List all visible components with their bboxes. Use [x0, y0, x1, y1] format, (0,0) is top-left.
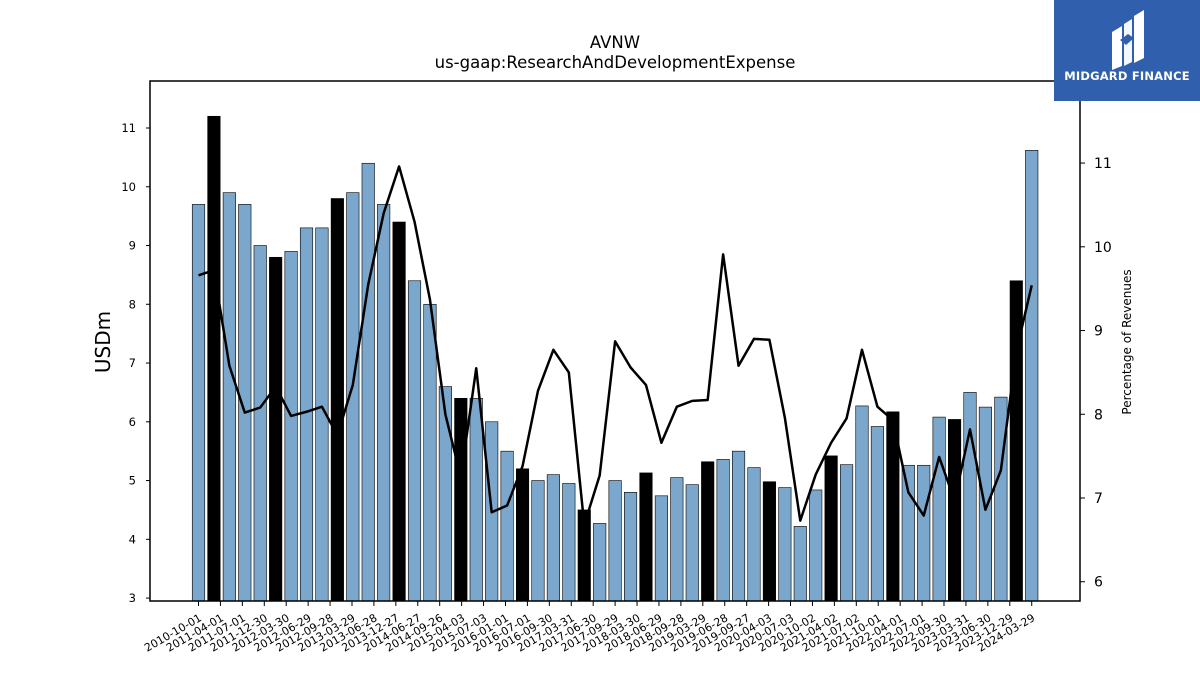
- bar: [546, 474, 560, 602]
- bar: [423, 303, 437, 602]
- bar: [870, 426, 884, 602]
- bar: [623, 491, 638, 602]
- bar: [253, 245, 267, 602]
- line-series: [198, 165, 1033, 527]
- axes: 34567891011678910112010-10-012011-04-012…: [121, 80, 1112, 655]
- y-tick-label: 8: [129, 297, 136, 311]
- bar: [284, 251, 298, 602]
- midgard-logo: MIDGARD FINANCE: [1054, 0, 1200, 101]
- y2-tick-label: 6: [1094, 575, 1103, 591]
- bar: [377, 204, 391, 602]
- bar: [855, 405, 869, 602]
- bar: [840, 464, 854, 602]
- chart-title: AVNW: [590, 33, 640, 52]
- bar-fiscal-year-end: [701, 461, 715, 602]
- bar-fiscal-year-end: [515, 468, 530, 602]
- chart-subtitle: us-gaap:ResearchAndDevelopmentExpense: [435, 53, 796, 72]
- bar: [562, 483, 576, 602]
- bar: [500, 450, 514, 602]
- bar: [932, 416, 946, 602]
- y2-axis-label: Percentage of Revenues: [1120, 269, 1134, 414]
- bar: [593, 523, 607, 602]
- bar: [685, 484, 699, 602]
- bar: [1025, 150, 1039, 602]
- bar-fiscal-year-end: [639, 472, 653, 602]
- y-axis-label: USDm: [91, 311, 115, 373]
- bar-fiscal-year-end: [392, 221, 406, 602]
- y-tick-label: 7: [129, 356, 136, 370]
- bar-fiscal-year-end: [762, 481, 776, 602]
- bar-fiscal-year-end: [454, 397, 468, 602]
- bar: [793, 526, 807, 602]
- y2-tick-label: 8: [1094, 407, 1103, 423]
- bar: [191, 204, 206, 602]
- bar: [670, 477, 684, 602]
- y2-tick-label: 11: [1094, 156, 1112, 172]
- bar: [608, 480, 622, 602]
- bar-fiscal-year-end: [824, 455, 838, 602]
- bar-fiscal-year-end: [207, 115, 221, 602]
- bar: [531, 480, 545, 602]
- bar: [299, 227, 314, 602]
- bar: [747, 467, 761, 602]
- bar: [963, 392, 977, 602]
- midgard-logo-icon: [1112, 10, 1144, 70]
- y-tick-label: 11: [121, 121, 136, 135]
- y-tick-label: 3: [129, 591, 136, 605]
- y2-tick-label: 10: [1094, 240, 1112, 256]
- bar: [778, 487, 792, 602]
- bar: [222, 192, 236, 602]
- bar: [361, 162, 375, 602]
- bar: [809, 489, 823, 602]
- y-tick-label: 4: [129, 532, 136, 546]
- bar: [716, 459, 730, 602]
- y-tick-label: 10: [121, 180, 136, 194]
- percentage-line: [198, 165, 1033, 527]
- bar-fiscal-year-end: [269, 256, 283, 602]
- bar-fiscal-year-end: [948, 419, 962, 602]
- y-tick-label: 6: [129, 415, 136, 429]
- bar: [407, 280, 422, 602]
- logo-text: MIDGARD FINANCE: [1064, 69, 1190, 83]
- y-tick-label: 9: [129, 239, 136, 253]
- bar: [654, 495, 668, 602]
- y2-tick-label: 7: [1094, 491, 1103, 507]
- bar: [469, 397, 483, 602]
- y2-tick-label: 9: [1094, 324, 1103, 340]
- y-tick-label: 5: [129, 474, 136, 488]
- bar-series: [191, 115, 1039, 602]
- bar: [901, 464, 915, 602]
- bar: [731, 450, 746, 602]
- bar-fiscal-year-end: [330, 198, 344, 602]
- bar: [917, 464, 931, 602]
